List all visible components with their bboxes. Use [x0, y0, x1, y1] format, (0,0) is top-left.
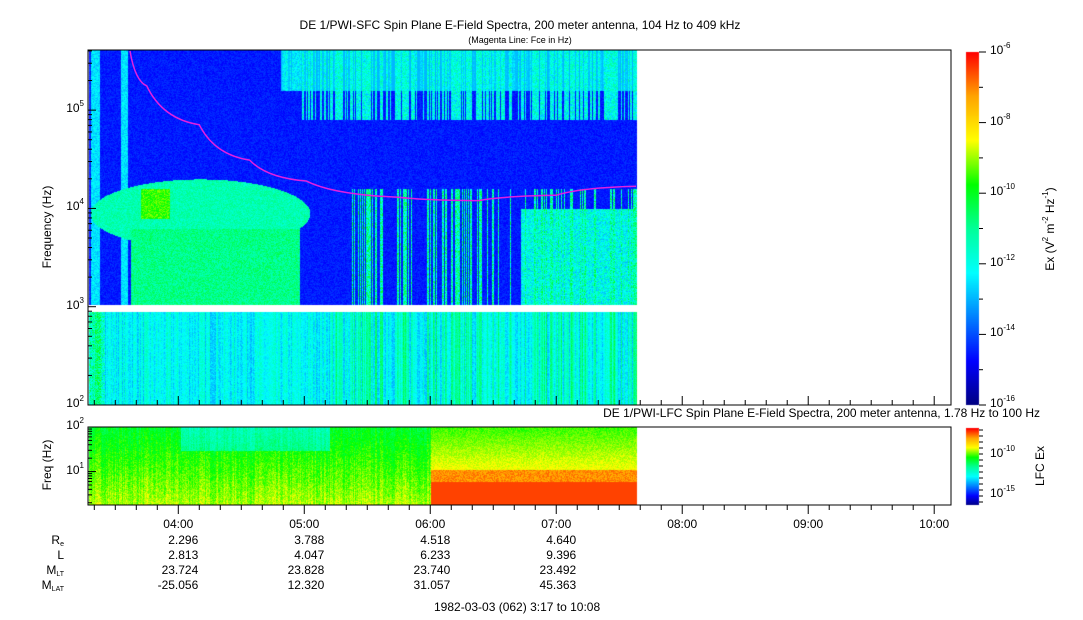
ephemeris-value: 12.320 [287, 578, 325, 592]
ephemeris-value: 4.047 [294, 548, 325, 562]
ephemeris-value: 4.640 [546, 533, 577, 547]
ephemeris-value: 23.492 [539, 563, 577, 577]
ephemeris-value: 2.296 [168, 533, 199, 547]
ephemeris-value: 23.740 [413, 563, 451, 577]
y-tick-label: 104 [66, 197, 84, 214]
top-plot-frame [87, 49, 952, 406]
chart-subtitle: (Magenta Line: Fce in Hz) [468, 35, 572, 45]
y-tick-label: 102 [66, 416, 84, 433]
x-tick-label: 04:00 [163, 517, 194, 531]
colorbar-label: Ex (V2 m-2 Hz-1) [1041, 187, 1057, 271]
x-tick-label: 08:00 [667, 517, 698, 531]
colorbar-tick-label: 10-12 [990, 252, 1015, 269]
x-tick-label: 09:00 [793, 517, 824, 531]
lfc-colorbar-label: LFC Ex [1033, 446, 1047, 487]
colorbar-tick-label: 10-10 [990, 182, 1015, 199]
y-axis-label: Frequency (Hz) [40, 185, 54, 269]
colorbar-tick-label: 10-8 [990, 111, 1011, 128]
ephemeris-row-label: Re [51, 533, 64, 548]
colorbar-tick-label: 10-6 [990, 41, 1011, 58]
ephemeris-value: 23.828 [287, 563, 325, 577]
ephemeris-value: 23.724 [161, 563, 199, 577]
ephemeris-value: 4.518 [420, 533, 451, 547]
ephemeris-value: 6.233 [420, 548, 451, 562]
ephemeris-row-label: L [57, 548, 64, 562]
x-tick-label: 07:00 [541, 517, 572, 531]
x-tick-label: 06:00 [415, 517, 446, 531]
fce-line [129, 50, 637, 202]
colorbar-tick-label: 10-14 [990, 323, 1015, 340]
y-tick-label: 103 [66, 295, 84, 312]
ephemeris-value: 45.363 [539, 578, 577, 592]
chart-title: DE 1/PWI-SFC Spin Plane E-Field Spectra,… [299, 18, 741, 32]
lfc-title: DE 1/PWI-LFC Spin Plane E-Field Spectra,… [603, 406, 1040, 420]
ephemeris-value: 3.788 [294, 533, 325, 547]
ephemeris-value: 2.813 [168, 548, 199, 562]
y-tick-label: 102 [66, 394, 84, 411]
x-tick-label: 05:00 [289, 517, 320, 531]
y-tick-label: 105 [66, 99, 84, 116]
ephemeris-value: 31.057 [413, 578, 451, 592]
ephemeris-row-label: MLAT [41, 578, 64, 593]
colorbar-tick-label: 10-16 [990, 394, 1015, 411]
x-tick-label: 10:00 [919, 517, 950, 531]
ephemeris-value: -25.056 [157, 578, 199, 592]
lfc-plot-frame [87, 426, 952, 506]
lfc-colorbar-tick-label: 10-10 [990, 444, 1015, 461]
ephemeris-row-label: MLT [46, 563, 64, 578]
ephemeris-value: 9.396 [546, 548, 577, 562]
time-range-footer: 1982-03-03 (062) 3:17 to 10:08 [434, 600, 601, 614]
y-tick-label: 101 [66, 460, 84, 477]
lfc-colorbar-tick-label: 10-15 [990, 484, 1015, 501]
